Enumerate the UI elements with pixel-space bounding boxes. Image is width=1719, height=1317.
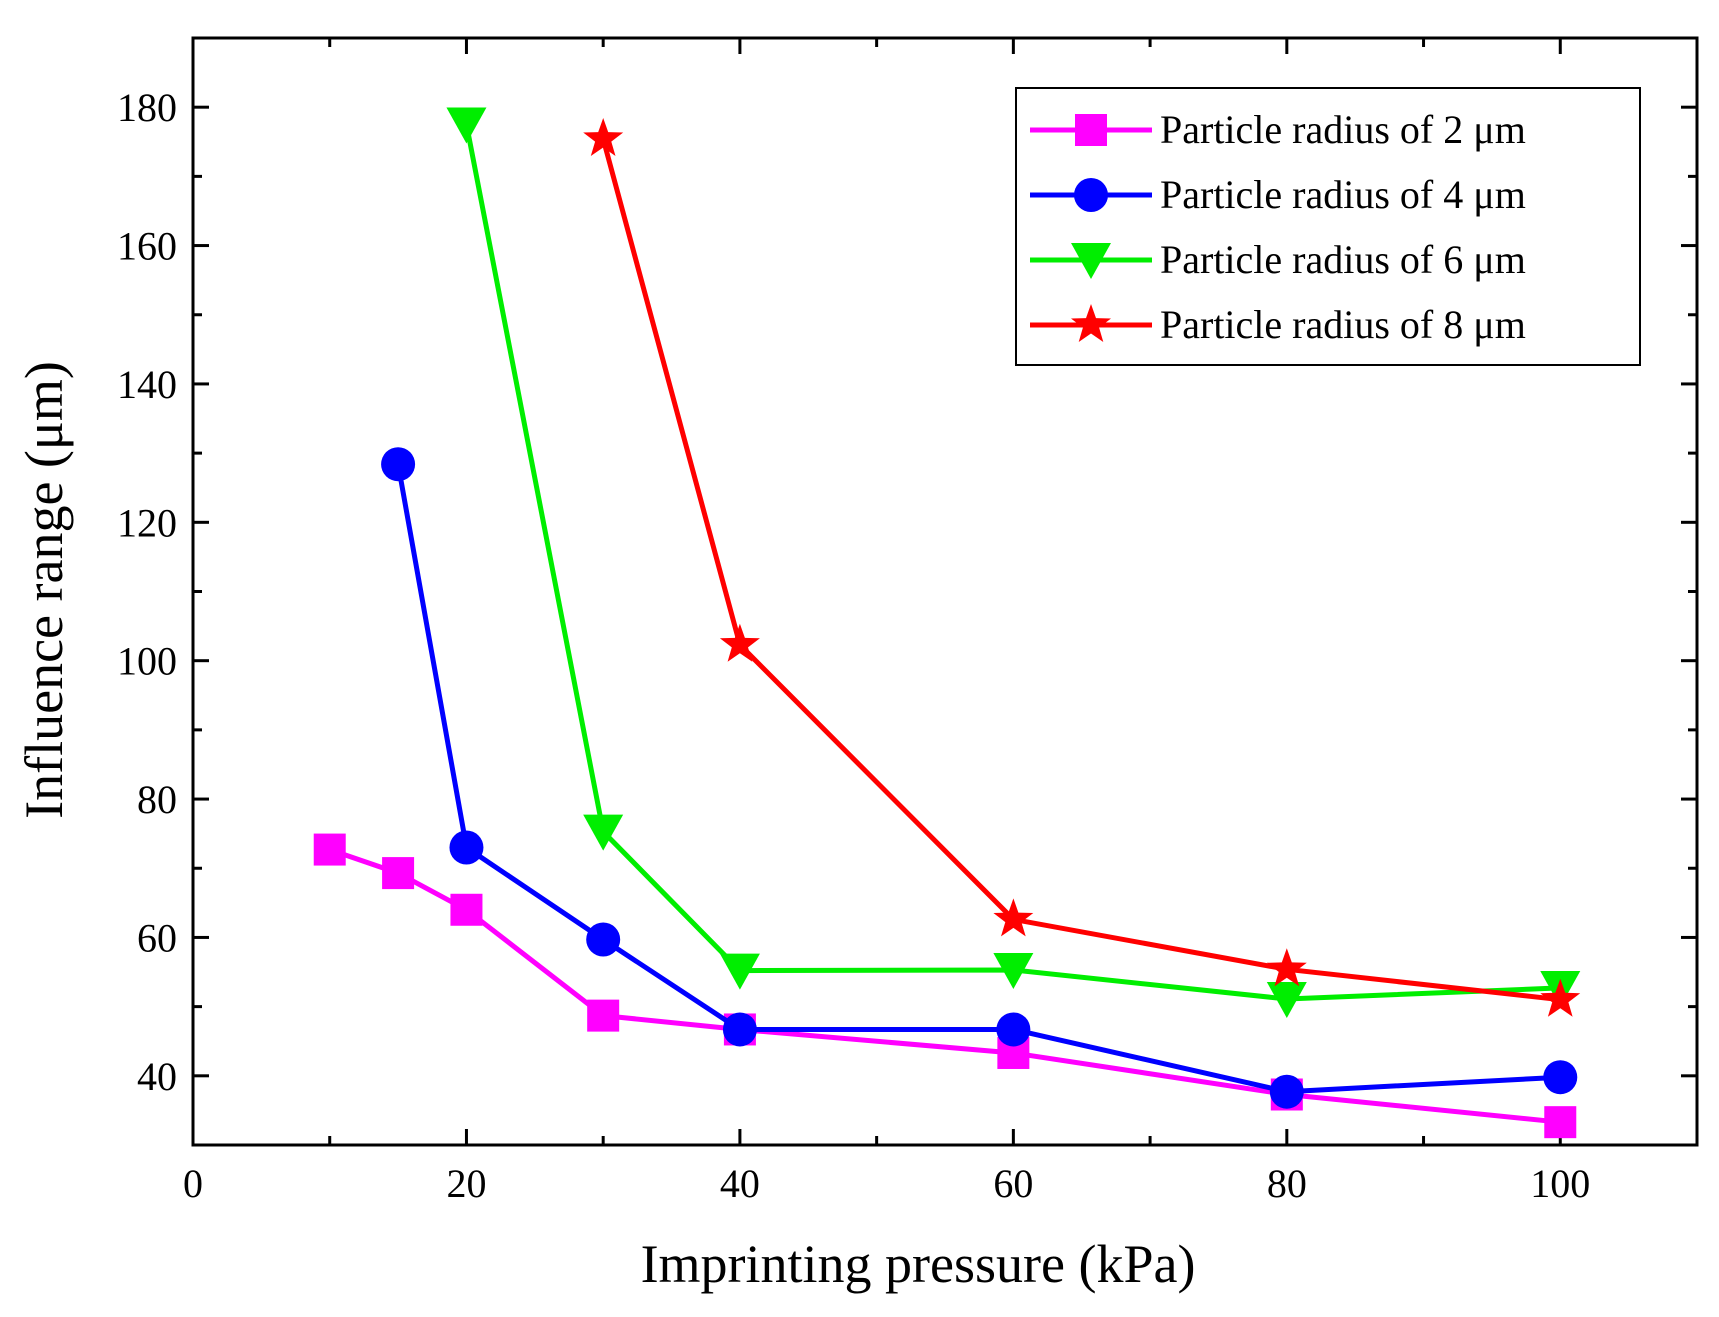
data-point [719,953,760,990]
series-3 [446,107,1581,1019]
legend: Particle radius of 2 μm Particle radius o… [1015,87,1641,366]
data-point [583,814,624,851]
data-point [382,857,415,890]
x-tick-label: 20 [446,1161,486,1206]
y-tick-label: 80 [137,777,177,822]
data-point [719,623,760,662]
x-tick-label: 80 [1267,1161,1307,1206]
series-line [464,124,1561,1002]
y-tick-label: 120 [117,500,177,545]
legend-label: Particle radius of 2 μm [1160,107,1526,152]
legend-label: Particle radius of 4 μm [1160,172,1526,217]
legend-entry: Particle radius of 6 μm [1030,237,1526,282]
series-1 [313,833,1577,1139]
y-tick-label: 140 [117,362,177,407]
legend-marker [1071,243,1111,279]
data-point [450,893,483,926]
legend-entry: Particle radius of 4 μm [1030,172,1526,217]
data-point [587,999,620,1032]
data-point [449,830,484,865]
x-axis-ticks: 0 20 40 60 80 100 [183,38,1699,1206]
legend-marker [1075,114,1107,146]
data-point [1269,1074,1304,1109]
y-tick-label: 40 [137,1054,177,1099]
legend-box [1015,87,1641,366]
y-axis-ticks: 40 60 80 100 120 140 160 180 [117,36,1697,1147]
data-point [1540,978,1581,1017]
y-tick-label: 100 [117,639,177,684]
data-point [722,1012,757,1047]
series-4 [583,118,1581,1017]
series-line [395,463,1561,1095]
legend-entry: Particle radius of 8 μm [1030,302,1526,347]
series-layer [313,107,1581,1139]
data-point [1543,1060,1578,1095]
y-axis-title: Influence range (μm) [14,361,74,819]
legend-entry: Particle radius of 2 μm [1030,107,1526,152]
data-point [446,107,487,144]
data-point [381,447,416,482]
data-point [586,922,621,957]
data-point [993,952,1034,989]
legend-marker [1071,304,1111,342]
x-tick-label: 60 [993,1161,1033,1206]
data-point [1266,948,1307,987]
data-point [1544,1106,1577,1139]
legend-entries: Particle radius of 2 μm Particle radius o… [1030,107,1526,347]
y-tick-label: 180 [117,85,177,130]
x-tick-label: 0 [183,1161,203,1206]
x-axis-title: Imprinting pressure (kPa) [641,1234,1196,1294]
x-tick-label: 40 [720,1161,760,1206]
y-tick-label: 160 [117,224,177,269]
legend-label: Particle radius of 8 μm [1160,302,1526,347]
x-tick-label: 100 [1530,1161,1590,1206]
data-point [996,1012,1031,1047]
data-point [993,898,1034,937]
data-point [1266,982,1307,1019]
data-point [583,118,624,156]
legend-marker [1074,178,1108,212]
data-point [313,833,346,866]
legend-label: Particle radius of 6 μm [1160,237,1526,282]
y-tick-label: 60 [137,915,177,960]
series-2 [381,447,1578,1109]
series-line [328,847,1561,1125]
